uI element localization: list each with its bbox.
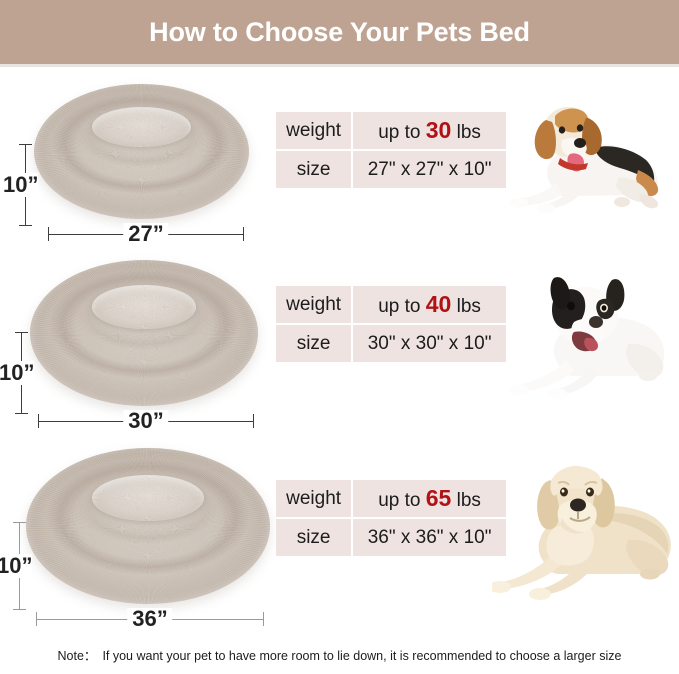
- dimension-width-large: 36”: [36, 608, 264, 630]
- bed-inner-cushion: [91, 474, 205, 522]
- dimension-height-small: 10”: [3, 144, 48, 226]
- spec-size-label: size: [276, 519, 352, 556]
- dog-image-beagle: [510, 107, 659, 213]
- header-banner: How to Choose Your Pets Bed: [0, 0, 679, 64]
- spec-size-value: 30" x 30" x 10": [353, 325, 506, 362]
- bed-illustration-medium: [30, 260, 258, 406]
- page-title: How to Choose Your Pets Bed: [149, 16, 530, 47]
- spec-weight-value: up to 65 lbs: [353, 480, 506, 517]
- weight-number: 30: [425, 117, 452, 143]
- spec-table-medium: weight up to 40 lbs size 30" x 30" x 10": [274, 284, 508, 364]
- spec-size-value: 36" x 36" x 10": [353, 519, 506, 556]
- footer-note-label: Note：: [57, 649, 97, 663]
- spec-weight-label: weight: [276, 286, 352, 323]
- weight-suffix: lbs: [451, 122, 481, 143]
- table-row: weight up to 65 lbs: [276, 480, 506, 517]
- dimension-height-medium: 10”: [0, 332, 44, 414]
- dimension-height-label: 10”: [0, 554, 33, 578]
- footer-note-text: If you want your pet to have more room t…: [102, 649, 622, 663]
- dimension-width-small: 27”: [48, 223, 244, 245]
- spec-size-value: 27" x 27" x 10": [353, 151, 506, 188]
- weight-number: 65: [425, 485, 452, 511]
- spec-weight-label: weight: [276, 112, 352, 149]
- spec-size-label: size: [276, 151, 352, 188]
- product-row-large: 10” 36” weight up to 65 lbs size 36" x 3…: [0, 438, 679, 636]
- dimension-width-label: 36”: [127, 608, 173, 630]
- spec-table-large: weight up to 65 lbs size 36" x 36" x 10": [274, 478, 508, 558]
- product-row-small: 10” 27” weight up to 30 lbs size 27" x 2…: [0, 72, 679, 250]
- bed-inner-cushion: [92, 106, 191, 148]
- dimension-height-label: 10”: [0, 360, 35, 385]
- header-divider: [0, 64, 679, 67]
- dimension-width-medium: 30”: [38, 410, 254, 432]
- weight-prefix: up to: [378, 296, 426, 317]
- weight-prefix: up to: [378, 490, 426, 511]
- spec-size-label: size: [276, 325, 352, 362]
- dimension-height-label: 10”: [3, 172, 39, 197]
- spec-weight-value: up to 30 lbs: [353, 112, 506, 149]
- bed-illustration-large: [26, 448, 270, 604]
- weight-number: 40: [425, 291, 452, 317]
- product-row-medium: 10” 30” weight up to 40 lbs size 30" x 3…: [0, 252, 679, 434]
- bed-inner-cushion: [91, 284, 197, 329]
- footer-note: Note： If you want your pet to have more r…: [0, 645, 679, 664]
- spec-weight-value: up to 40 lbs: [353, 286, 506, 323]
- table-row: size 27" x 27" x 10": [276, 151, 506, 188]
- weight-suffix: lbs: [451, 490, 481, 511]
- table-row: size 30" x 30" x 10": [276, 325, 506, 362]
- dog-image-french-bulldog: [509, 277, 665, 400]
- table-row: weight up to 40 lbs: [276, 286, 506, 323]
- dimension-width-label: 27”: [123, 223, 169, 245]
- dimension-height-large: 10”: [0, 522, 42, 610]
- table-row: weight up to 30 lbs: [276, 112, 506, 149]
- spec-table-small: weight up to 30 lbs size 27" x 27" x 10": [274, 110, 508, 190]
- weight-suffix: lbs: [451, 296, 481, 317]
- weight-prefix: up to: [378, 122, 426, 143]
- dimension-width-label: 30”: [123, 410, 169, 432]
- table-row: size 36" x 36" x 10": [276, 519, 506, 556]
- bed-illustration-small: [34, 84, 249, 219]
- dog-image-labrador: [492, 466, 671, 600]
- spec-weight-label: weight: [276, 480, 352, 517]
